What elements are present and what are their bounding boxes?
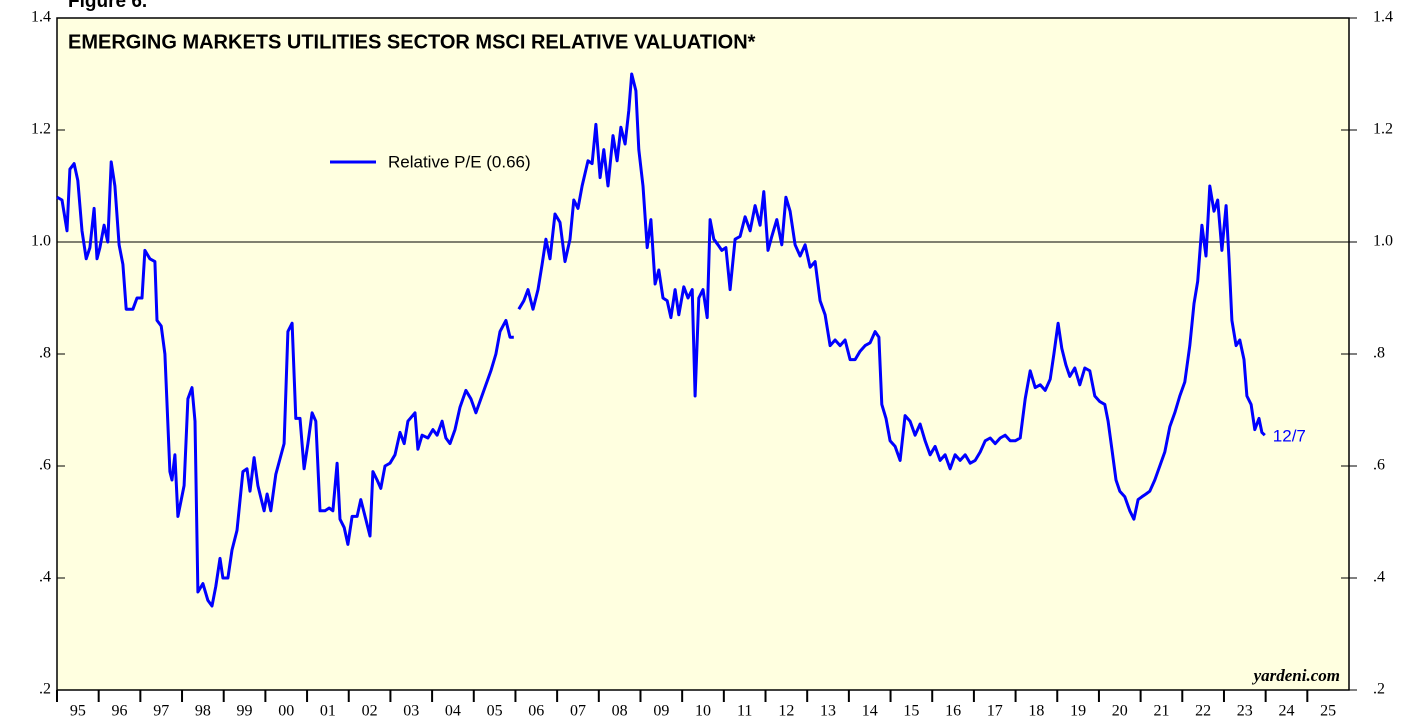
x-tick-label: 97 (153, 703, 169, 719)
x-tick-label: 98 (195, 703, 211, 719)
x-tick-label: 22 (1195, 703, 1211, 719)
y-tick-label: 1.4 (31, 9, 51, 26)
y-tick-label: .4 (39, 569, 51, 586)
x-tick-label: 04 (445, 703, 461, 719)
x-tick-label: 24 (1278, 703, 1294, 719)
source: yardeni.com (1252, 666, 1340, 685)
x-tick-label: 25 (1320, 703, 1336, 719)
figure-label: Figure 6. (68, 0, 147, 12)
x-tick-label: 23 (1237, 703, 1253, 719)
x-tick-label: 00 (278, 703, 294, 719)
end-annotation: 12/7 (1273, 427, 1306, 446)
x-tick-label: 95 (70, 703, 86, 719)
y-tick-label: 1.2 (31, 121, 51, 138)
y-tick-label: .8 (39, 345, 51, 362)
y-tick-label: 1.0 (31, 233, 51, 250)
x-tick-label: 16 (945, 703, 961, 719)
chart-title: EMERGING MARKETS UTILITIES SECTOR MSCI R… (68, 31, 756, 53)
line-series (56, 72, 1266, 608)
x-tick-label: 02 (362, 703, 378, 719)
y-tick-label: .6 (39, 457, 51, 474)
x-tick-label: 09 (653, 703, 669, 719)
x-tick-label: 13 (820, 703, 836, 719)
x-tick-label: 21 (1153, 703, 1169, 719)
x-tick-label: 07 (570, 703, 586, 719)
x-tick-label: 14 (862, 703, 878, 719)
x-tick-label: 15 (903, 703, 919, 719)
x-tick-label: 12 (778, 703, 794, 719)
x-tick-label: 08 (612, 703, 628, 719)
y2-tick-label: .6 (1373, 457, 1385, 474)
x-tick-label: 17 (987, 703, 1003, 719)
x-tick-label: 05 (487, 703, 503, 719)
y2-tick-label: 1.0 (1373, 233, 1393, 250)
x-tick-label: 06 (528, 703, 544, 719)
y-tick-label: .2 (39, 681, 51, 698)
y2-tick-label: .8 (1373, 345, 1385, 362)
x-tick-label: 10 (695, 703, 711, 719)
x-tick-label: 99 (237, 703, 253, 719)
x-tick-label: 11 (737, 703, 752, 719)
x-tick-label: 20 (1112, 703, 1128, 719)
x-tick-label: 01 (320, 703, 336, 719)
y2-tick-label: .2 (1373, 681, 1385, 698)
x-tick-label: 18 (1028, 703, 1044, 719)
x-tick-label: 03 (403, 703, 419, 719)
plot-area (56, 17, 1350, 691)
x-tick-label: 96 (112, 703, 128, 719)
legend-label: Relative P/E (0.66) (388, 152, 531, 171)
y2-tick-label: .4 (1373, 569, 1385, 586)
x-tick-label: 19 (1070, 703, 1086, 719)
y2-tick-label: 1.4 (1373, 9, 1393, 26)
y2-tick-label: 1.2 (1373, 121, 1393, 138)
